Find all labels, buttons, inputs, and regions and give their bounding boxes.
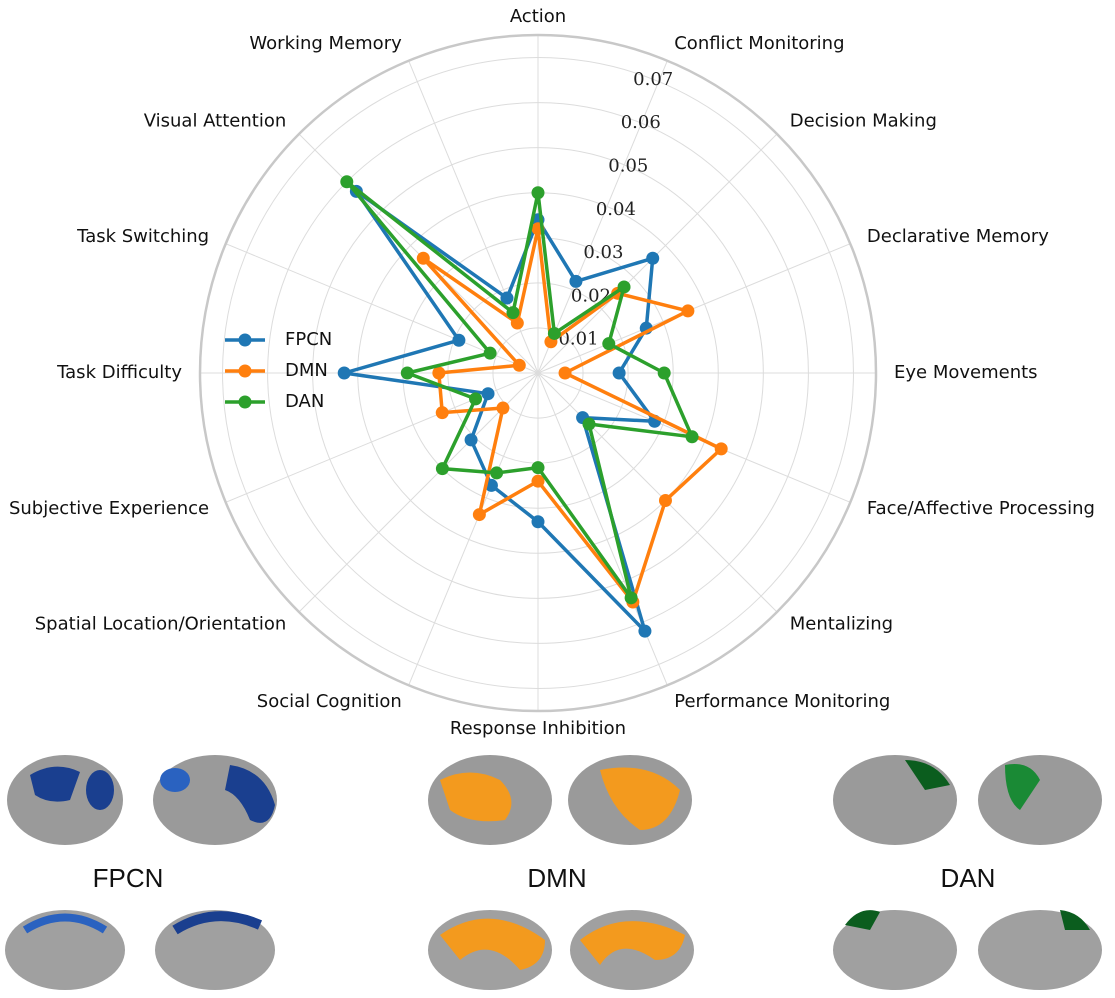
- data-point: [400, 366, 414, 380]
- brain-lateral: [833, 755, 957, 845]
- brain-images: [5, 755, 1102, 990]
- category-label: Performance Monitoring: [674, 691, 890, 712]
- category-label: Task Switching: [76, 226, 209, 247]
- network-blob: [30, 766, 80, 802]
- network-blob: [440, 772, 512, 822]
- spoke: [298, 133, 539, 374]
- spoke: [408, 372, 539, 686]
- data-point: [558, 366, 572, 380]
- data-point: [617, 280, 631, 294]
- legend-marker: [238, 395, 252, 409]
- data-point: [658, 493, 672, 507]
- data-point: [432, 366, 446, 380]
- legend-label: FPCN: [285, 329, 332, 350]
- network-blob: [160, 768, 190, 792]
- data-point: [531, 474, 545, 488]
- r-tick-label: 0.03: [583, 242, 623, 263]
- network-blob: [845, 910, 880, 930]
- brain-medial: [5, 910, 125, 990]
- data-point: [506, 306, 520, 320]
- category-label: Task Difficulty: [56, 362, 182, 383]
- data-point: [340, 175, 354, 189]
- network-blob: [22, 913, 108, 934]
- category-label: Social Cognition: [257, 691, 402, 712]
- network-label: DAN: [941, 863, 996, 893]
- spoke: [537, 372, 778, 613]
- network-label: DMN: [527, 863, 586, 893]
- legend-label: DMN: [285, 360, 328, 381]
- data-point: [531, 186, 545, 200]
- spoke: [537, 243, 851, 374]
- category-label: Subjective Experience: [9, 498, 209, 519]
- data-point: [638, 624, 652, 638]
- r-tick-label: 0.05: [608, 155, 648, 176]
- data-point: [569, 274, 583, 288]
- spoke: [298, 372, 539, 613]
- network-blob: [86, 770, 114, 810]
- network-blob: [172, 911, 263, 935]
- spoke: [537, 60, 668, 374]
- category-label: Spatial Location/Orientation: [35, 614, 287, 635]
- data-point: [531, 461, 545, 475]
- data-point: [481, 387, 495, 401]
- data-point: [500, 291, 514, 305]
- legend-marker: [238, 364, 252, 378]
- data-point: [469, 392, 483, 406]
- network-blob: [580, 921, 685, 965]
- data-point: [510, 316, 524, 330]
- data-point: [483, 346, 497, 360]
- data-point: [646, 251, 660, 265]
- brain-lateral: [978, 755, 1102, 845]
- network-blob: [440, 918, 545, 970]
- category-label: Response Inhibition: [450, 718, 626, 739]
- data-point: [657, 366, 671, 380]
- legend-label: DAN: [285, 391, 324, 412]
- data-point: [452, 333, 466, 347]
- data-point: [464, 433, 478, 447]
- data-point: [435, 406, 449, 420]
- data-point: [512, 358, 526, 372]
- data-point: [624, 591, 638, 605]
- data-point: [496, 401, 510, 415]
- network-blob: [905, 760, 950, 790]
- brain-medial: [833, 910, 957, 990]
- data-point: [714, 442, 728, 456]
- network-blob: [1060, 910, 1090, 930]
- r-tick-label: 0.06: [621, 112, 661, 133]
- category-label: Working Memory: [249, 33, 402, 54]
- data-point: [612, 366, 626, 380]
- network-label: FPCN: [93, 863, 164, 893]
- category-label: Conflict Monitoring: [674, 33, 844, 54]
- data-point: [337, 366, 351, 380]
- data-point: [582, 417, 596, 431]
- data-point: [490, 466, 504, 480]
- data-point: [531, 515, 545, 529]
- outer-circle: [198, 33, 878, 713]
- network-blob: [600, 767, 680, 830]
- category-label: Eye Movements: [894, 362, 1038, 383]
- category-label: Declarative Memory: [867, 226, 1049, 247]
- network-blob: [1005, 764, 1040, 810]
- data-point: [472, 508, 486, 522]
- spoke: [537, 133, 778, 374]
- series-line: [345, 180, 694, 600]
- category-label: Decision Making: [790, 110, 937, 131]
- data-point: [435, 462, 449, 476]
- legend-marker: [238, 333, 252, 347]
- category-label: Face/Affective Processing: [867, 498, 1095, 519]
- category-label: Mentalizing: [790, 614, 893, 635]
- data-point: [547, 326, 561, 340]
- data-point: [416, 251, 430, 265]
- data-point: [602, 337, 616, 351]
- category-label: Action: [510, 6, 566, 27]
- data-point: [681, 304, 695, 318]
- r-tick-label: 0.04: [596, 199, 636, 220]
- data-point: [685, 430, 699, 444]
- network-blob: [225, 765, 275, 823]
- r-tick-label: 0.01: [558, 329, 598, 350]
- r-tick-label: 0.07: [633, 69, 673, 90]
- category-label: Visual Attention: [144, 110, 287, 131]
